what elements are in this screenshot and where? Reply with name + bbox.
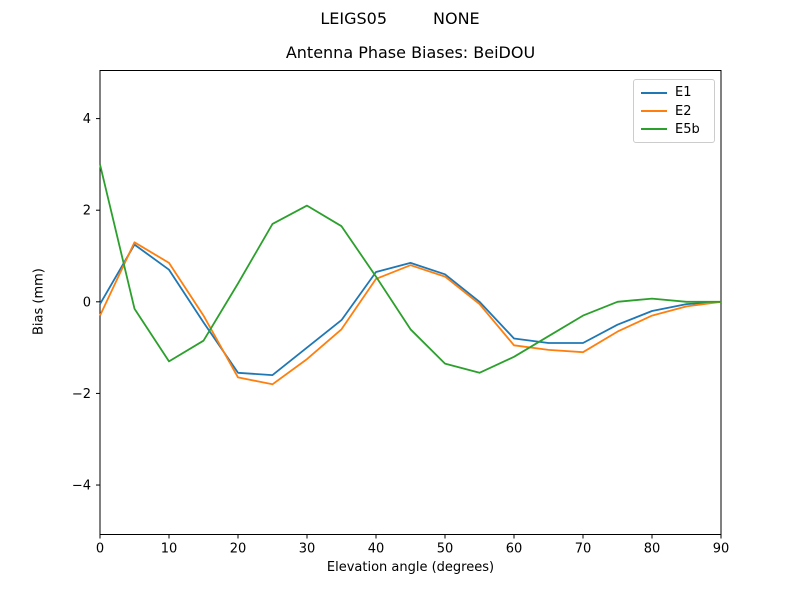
legend-line-swatch (641, 128, 667, 131)
axes-spines (99, 70, 722, 535)
series-line-E5b (99, 164, 721, 374)
axes-title: Antenna Phase Biases: BeiDOU (285, 43, 536, 62)
suptitle-station: LEIGS05 (320, 9, 387, 28)
legend-label: E1 (675, 85, 692, 101)
series-line-E1 (99, 243, 722, 377)
legend-line-swatch (641, 110, 667, 112)
x-tick-label: 10 (161, 542, 178, 557)
x-tick-label: 40 (368, 542, 385, 557)
legend-line-swatch (641, 91, 667, 94)
legend-entry-E1: E1 (641, 84, 708, 101)
x-tick-label: 20 (230, 542, 247, 557)
x-tick-label: 90 (713, 542, 730, 557)
y-tick-label: 4 (83, 112, 91, 127)
y-tick-label: 2 (83, 204, 91, 219)
legend-label: E5b (675, 121, 700, 137)
x-tick-label: 60 (506, 542, 523, 557)
legend: E1 E2 E5b (633, 79, 715, 143)
x-tick-label: 70 (575, 542, 592, 557)
x-tick-label: 80 (644, 542, 661, 557)
figure-suptitle: LEIGS05 NONE (0, 9, 800, 28)
series-line-E2 (99, 241, 722, 386)
legend-entry-E5b: E5b (641, 121, 708, 138)
y-tick-label: 0 (83, 295, 91, 310)
legend-label: E2 (675, 103, 692, 119)
x-tick-label: 0 (96, 542, 104, 557)
x-tick-label: 50 (437, 542, 454, 557)
y-tick-label: −2 (72, 387, 91, 402)
x-axis-label: Elevation angle (degrees) (326, 560, 495, 575)
suptitle-mode: NONE (433, 9, 480, 28)
y-tick-label: −4 (72, 479, 91, 494)
legend-entry-E2: E2 (641, 103, 708, 120)
x-tick-label: 30 (299, 542, 316, 557)
y-axis-label: Bias (mm) (31, 268, 47, 336)
